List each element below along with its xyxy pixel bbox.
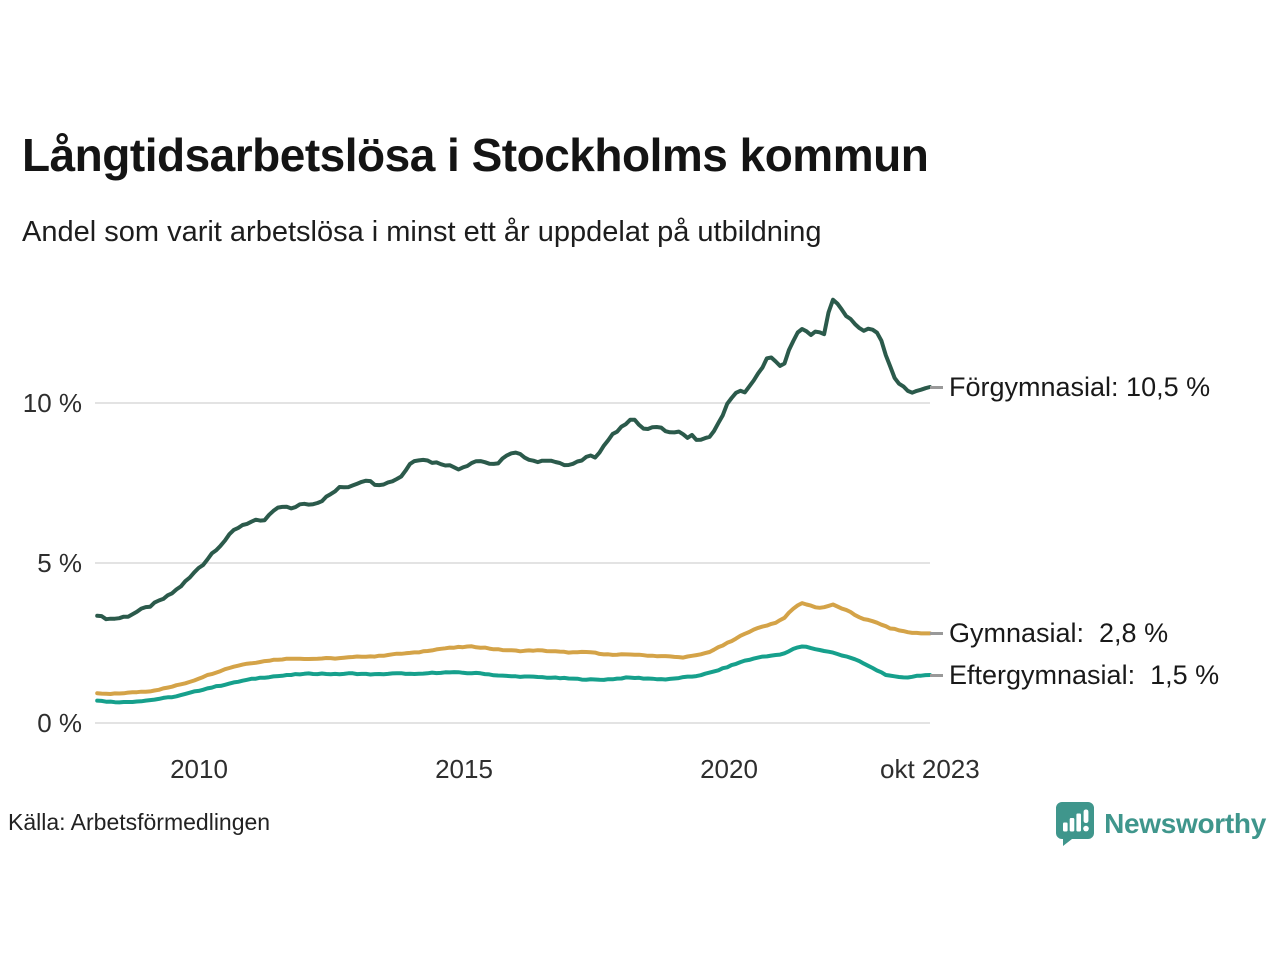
chart-subtitle: Andel som varit arbetslösa i minst ett å… bbox=[22, 216, 822, 248]
y-axis-tick: 5 % bbox=[37, 548, 82, 578]
newsworthy-logo: Newsworthy bbox=[1055, 801, 1266, 847]
page-title: Långtidsarbetslösa i Stockholms kommun bbox=[22, 129, 929, 181]
series-end-label-text: Eftergymnasial: 1,5 % bbox=[949, 660, 1220, 690]
newsworthy-bubble-chart-icon bbox=[1056, 802, 1095, 846]
newsworthy-wordmark: Newsworthy bbox=[1104, 808, 1266, 839]
y-axis-tick: 10 % bbox=[22, 388, 82, 418]
label-dash-icon bbox=[930, 385, 943, 389]
y-axis-tick: 0 % bbox=[37, 708, 82, 738]
label-dash-icon bbox=[930, 673, 943, 677]
series-end-label-forgymnasial: Förgymnasial: 10,5 % bbox=[930, 370, 1210, 404]
series-end-label-gymnasial: Gymnasial: 2,8 % bbox=[930, 616, 1168, 650]
x-axis-tick: 2015 bbox=[435, 754, 493, 784]
label-dash-icon bbox=[930, 631, 943, 635]
series-line-förgymnasial bbox=[95, 297, 932, 622]
series-line-eftergymnasial bbox=[95, 644, 932, 705]
x-axis-tick: 2020 bbox=[700, 754, 758, 784]
series-end-label-eftergymnasial: Eftergymnasial: 1,5 % bbox=[930, 658, 1219, 692]
series-line-gymnasial bbox=[95, 601, 932, 696]
x-axis-tick: okt 2023 bbox=[879, 754, 980, 784]
series-end-label-text: Gymnasial: 2,8 % bbox=[949, 618, 1169, 649]
source-note: Källa: Arbetsförmedlingen bbox=[8, 809, 271, 835]
x-axis-tick: 2010 bbox=[170, 754, 228, 784]
series-end-label-text: Förgymnasial: 10,5 % bbox=[949, 372, 1211, 402]
